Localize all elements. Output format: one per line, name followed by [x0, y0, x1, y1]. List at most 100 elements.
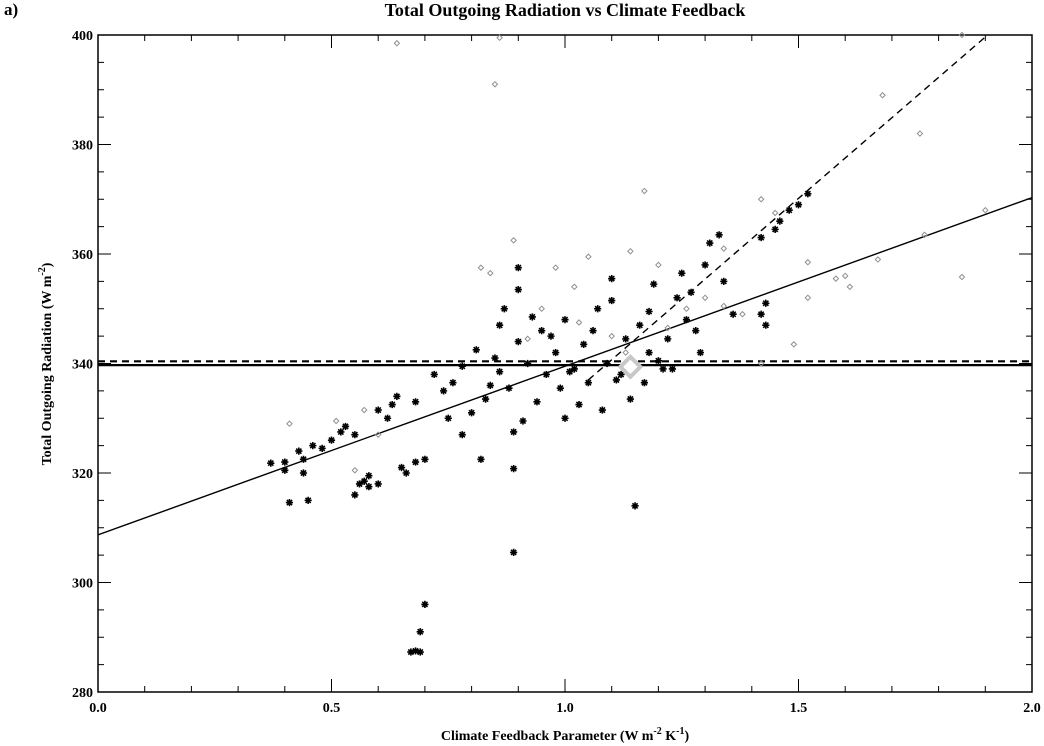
- asterisk-point: [720, 277, 728, 285]
- diamond-point: [622, 349, 630, 356]
- asterisk-point: [561, 414, 569, 422]
- asterisk-point: [482, 395, 490, 403]
- asterisk-point: [397, 463, 406, 472]
- asterisk-point: [528, 313, 536, 321]
- diamond-point: [360, 406, 368, 414]
- asterisk-point: [299, 455, 308, 463]
- asterisk-point: [580, 340, 588, 348]
- chart-title: Total Outgoing Radiation vs Climate Feed…: [384, 0, 746, 20]
- asterisk-point: [776, 217, 784, 225]
- y-tick-label: 280: [72, 686, 93, 701]
- asterisk-point: [575, 400, 583, 409]
- diamond-point: [804, 294, 812, 302]
- y-tick-label: 300: [72, 577, 93, 592]
- asterisk-point: [566, 368, 574, 376]
- asterisk-point: [458, 362, 466, 370]
- asterisk-point: [654, 357, 662, 365]
- asterisk-point: [589, 327, 597, 335]
- asterisk-point: [608, 296, 616, 305]
- asterisk-point: [804, 190, 812, 198]
- asterisk-point: [491, 354, 499, 362]
- asterisk-point: [673, 294, 681, 302]
- axis-tick-labels: 0.0 0.5 1.0 1.5 2.0 280 300 320 340 360 380 400: [72, 29, 1041, 716]
- asterisk-point: [645, 348, 653, 357]
- asterisk-point: [510, 428, 518, 436]
- diamond-point: [627, 247, 634, 255]
- diamond-point: [510, 237, 517, 244]
- asterisk-point: [309, 442, 317, 450]
- diamond-point: [916, 130, 924, 137]
- asterisk-point: [650, 280, 658, 288]
- asterisk-point: [267, 459, 275, 467]
- asterisk-point: [449, 379, 457, 387]
- asterisk-point: [477, 455, 485, 463]
- asterisk-point: [636, 321, 644, 329]
- asterisk-point: [407, 648, 415, 656]
- diamond-point: [286, 420, 293, 428]
- diamond-point: [524, 335, 531, 343]
- asterisk-point: [411, 398, 420, 406]
- diamond-point: [879, 91, 886, 99]
- asterisk-point: [444, 414, 452, 422]
- diamond-point: [351, 466, 359, 474]
- diamond-point: [846, 283, 854, 291]
- asterisk-point: [496, 368, 504, 376]
- asterisk-point: [304, 496, 312, 504]
- regression-line: [98, 196, 1032, 536]
- asterisk-point: [351, 431, 359, 439]
- asterisk-point: [416, 628, 424, 636]
- highlight-marker-group: [617, 353, 644, 380]
- diamond-point: [771, 209, 779, 217]
- y-axis-title: Total Outgoing Radiation (W m-2): [37, 262, 55, 465]
- reference-lines: [98, 35, 1032, 536]
- asterisk-point: [500, 305, 508, 313]
- diamond-point: [832, 275, 840, 282]
- asterisk-point: [757, 233, 765, 242]
- asterisk-point: [430, 370, 438, 379]
- diamond-point: [683, 305, 690, 313]
- asterisk-point: [514, 285, 522, 294]
- asterisk-point: [552, 348, 560, 357]
- asterisk-point: [762, 321, 770, 329]
- y-tick-label: 380: [72, 139, 93, 154]
- asterisk-point: [421, 455, 429, 463]
- asterisk-point: [645, 307, 653, 316]
- diamond-point: [757, 360, 765, 367]
- diamond-point: [701, 294, 709, 302]
- diamond-point: [874, 256, 882, 263]
- diamond-point: [491, 80, 499, 88]
- asterisk-point: [374, 406, 382, 414]
- asterisk-point: [556, 384, 564, 392]
- regression-line: [587, 35, 989, 381]
- asterisk-point: [402, 469, 410, 477]
- diamond-point: [552, 264, 559, 271]
- plot-frame: [97, 34, 1033, 693]
- asterisk-point: [337, 428, 345, 436]
- asterisk-point: [327, 436, 336, 444]
- asterisk-point: [538, 327, 546, 335]
- asterisk-point: [285, 498, 294, 507]
- asterisk-point: [603, 359, 611, 368]
- asterisk-point: [468, 409, 476, 417]
- asterisk-point: [524, 359, 532, 368]
- asterisk-point: [496, 321, 504, 329]
- asterisk-point: [692, 327, 700, 335]
- diamond-point: [720, 245, 728, 252]
- asterisk-point: [318, 444, 326, 452]
- asterisk-point: [486, 381, 494, 389]
- panel-label: a): [4, 0, 19, 19]
- asterisk-point: [729, 310, 737, 318]
- asterisk-point: [411, 647, 420, 655]
- asterisk-point: [682, 316, 691, 324]
- asterisk-point: [678, 269, 686, 277]
- asterisk-point: [664, 335, 672, 343]
- asterisk-point: [687, 288, 695, 296]
- asterisk-point: [547, 332, 555, 340]
- x-tick-label: 1.5: [790, 701, 808, 716]
- axis-ticks: [97, 34, 1033, 693]
- diamond-point: [571, 283, 578, 291]
- diamond-point: [486, 269, 494, 277]
- diamond-point: [757, 195, 765, 203]
- asterisk-point: [341, 422, 350, 431]
